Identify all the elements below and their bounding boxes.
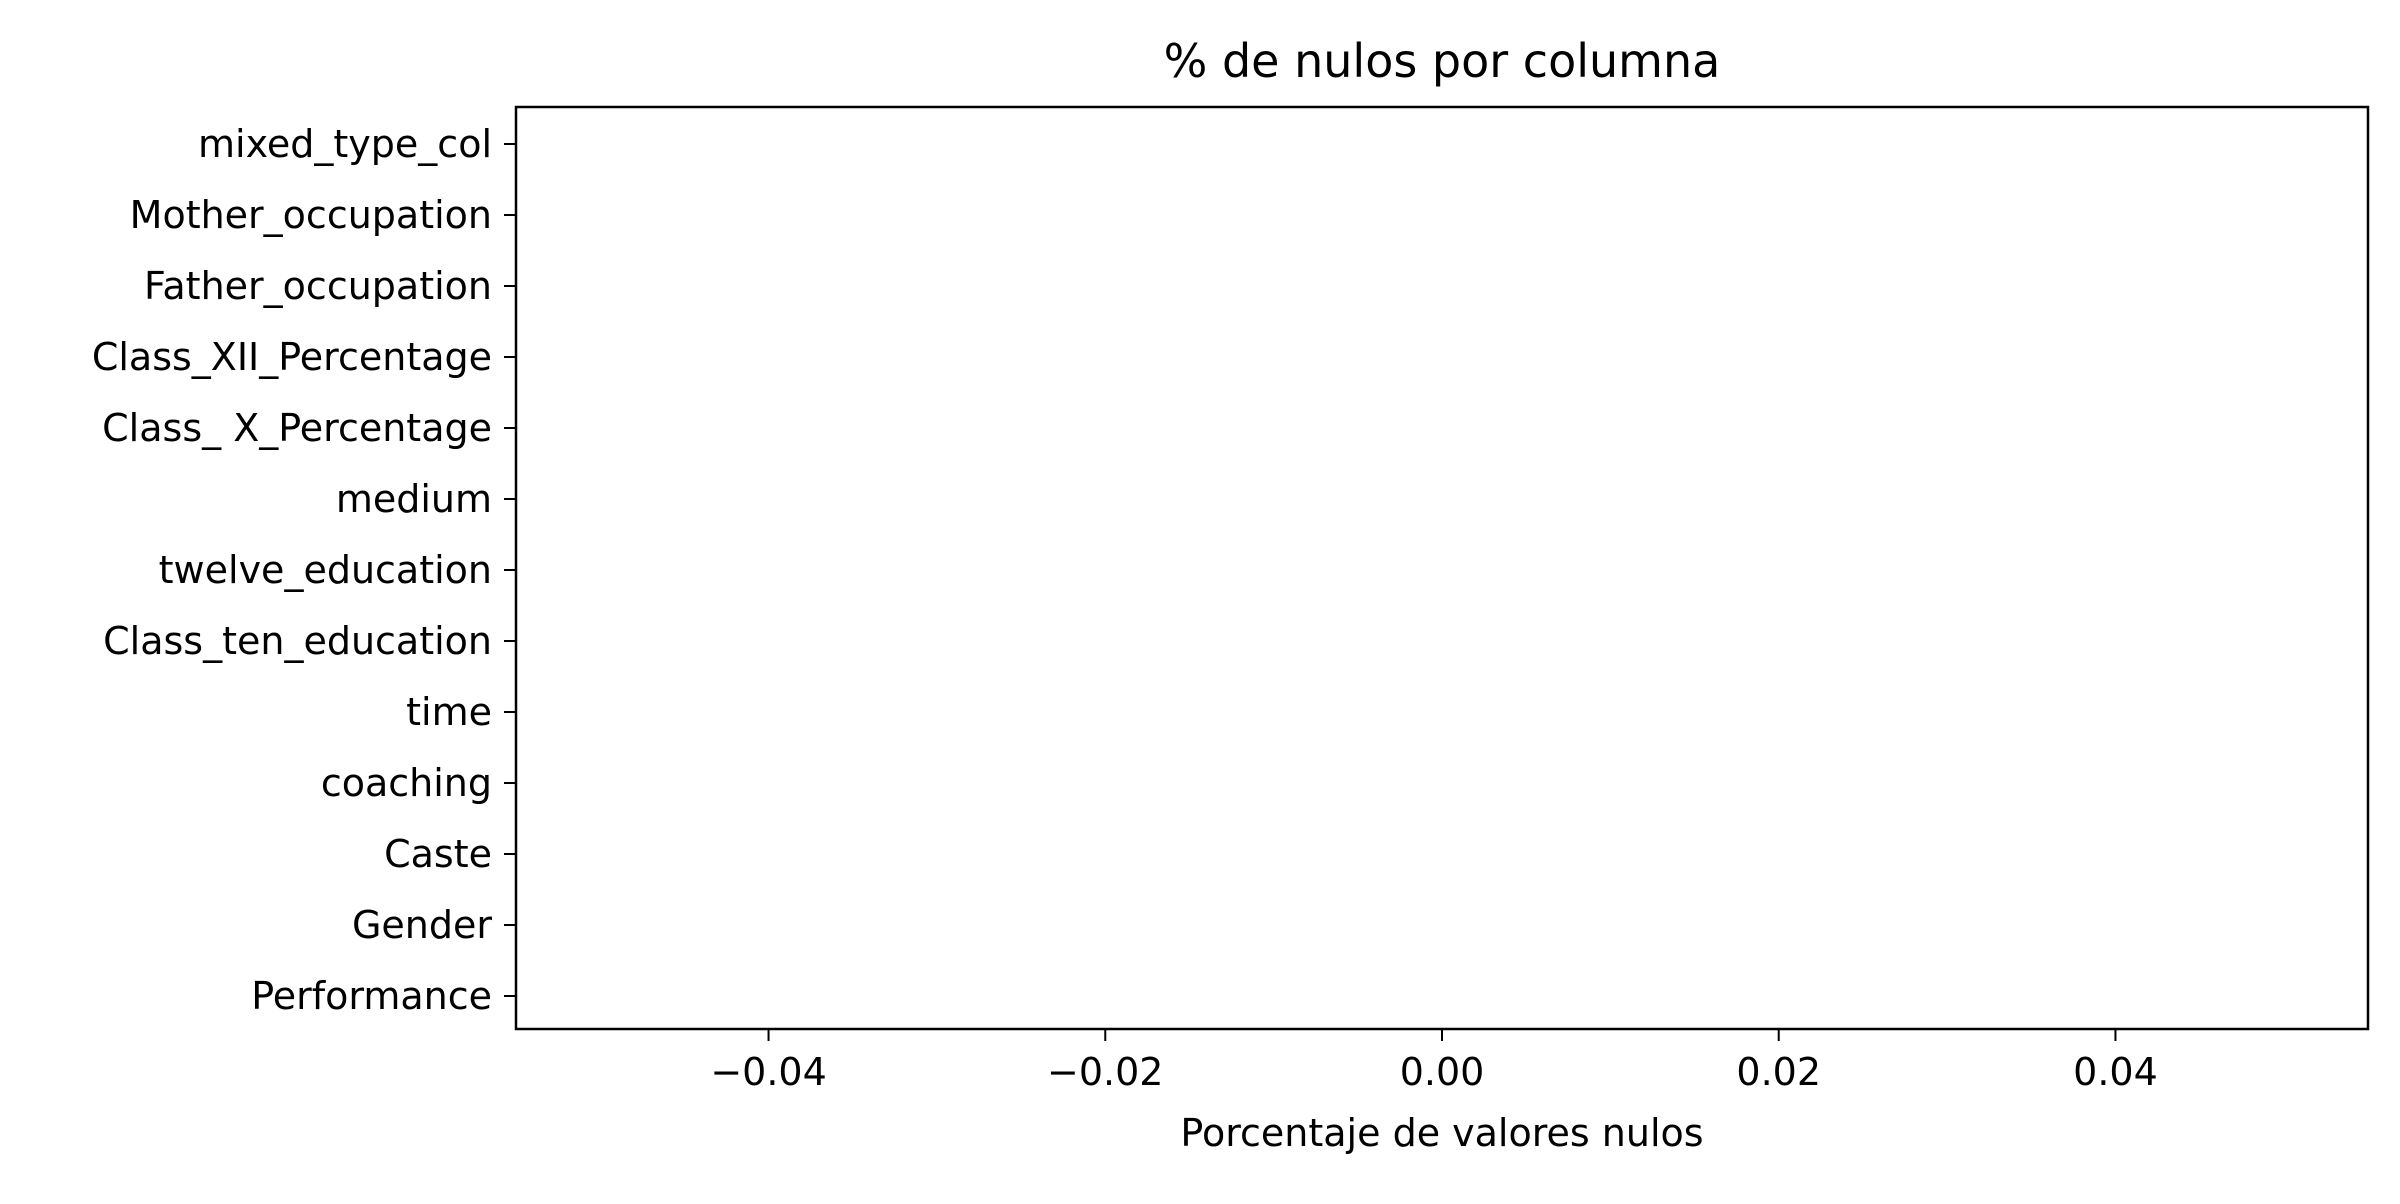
y-tick-label: Class_XII_Percentage	[92, 335, 492, 379]
y-tick-label: time	[406, 690, 492, 734]
x-tick-label: −0.04	[710, 1050, 826, 1094]
x-axis: −0.04 −0.02 0.00 0.02 0.04	[710, 1029, 2158, 1094]
x-tick-label: 0.04	[2073, 1050, 2158, 1094]
y-tick-label: twelve_education	[159, 548, 492, 592]
x-tick-label: 0.00	[1400, 1050, 1485, 1094]
x-tick-label: 0.02	[1736, 1050, 1821, 1094]
y-tick-label: Class_ten_education	[103, 619, 492, 663]
y-tick-label: Gender	[352, 903, 492, 947]
plot-frame	[514, 105, 2370, 1031]
y-tick-label: Performance	[251, 974, 492, 1018]
x-axis-label: Porcentaje de valores nulos	[1180, 1111, 1703, 1155]
y-tick-label: medium	[336, 477, 492, 521]
y-tick-label: mixed_type_col	[198, 122, 492, 166]
y-tick-label: Mother_occupation	[130, 193, 492, 237]
y-tick-label: coaching	[321, 761, 492, 805]
chart-title: % de nulos por columna	[1164, 34, 1721, 88]
x-tick-label: −0.02	[1047, 1050, 1163, 1094]
y-axis: mixed_type_col Mother_occupation Father_oc…	[92, 122, 516, 1018]
y-tick-label: Class_ X_Percentage	[102, 406, 492, 450]
y-tick-label: Father_occupation	[144, 264, 492, 308]
y-tick-label: Caste	[384, 832, 492, 876]
